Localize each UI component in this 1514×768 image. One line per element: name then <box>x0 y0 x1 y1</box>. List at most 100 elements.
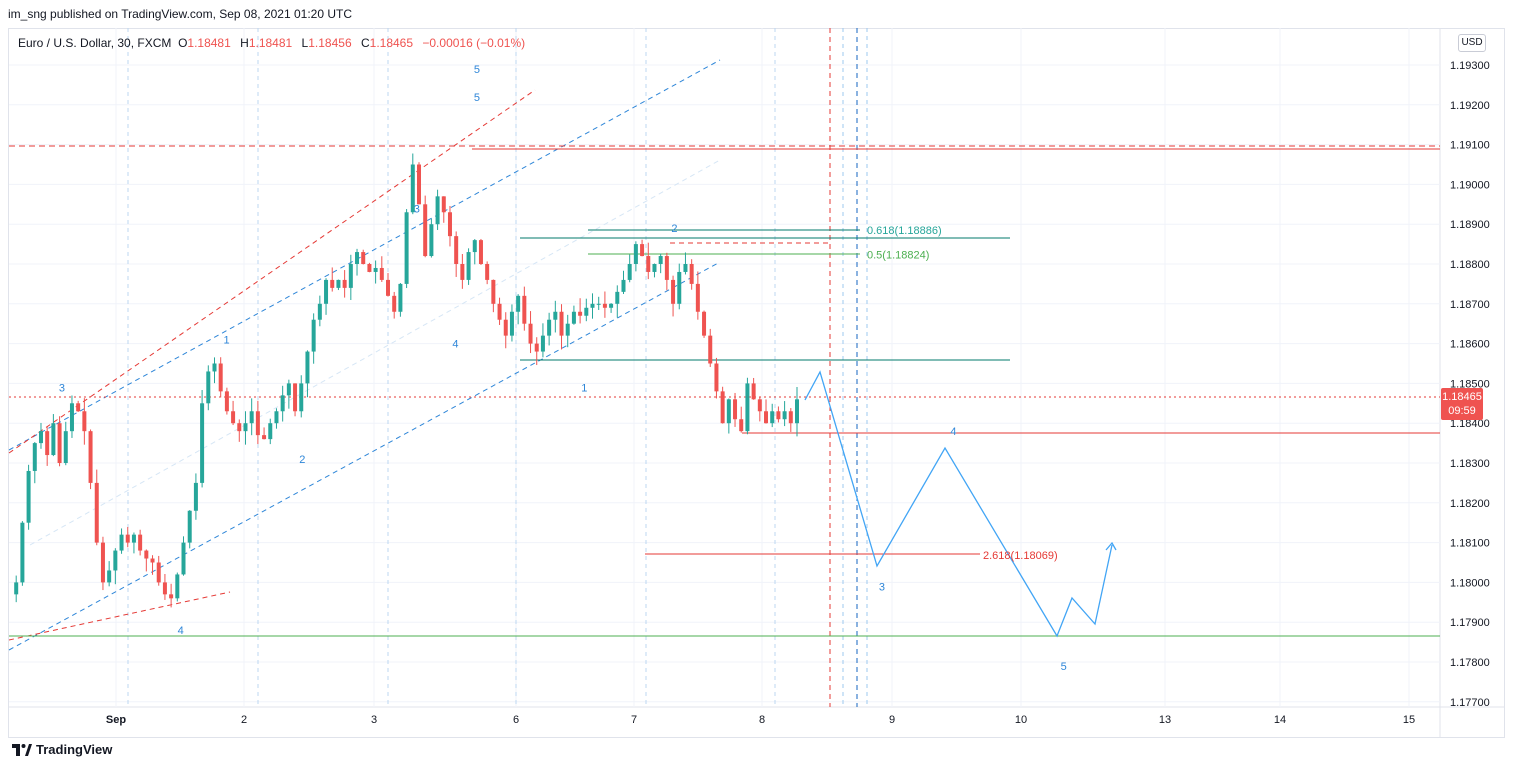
x-tick-label: 14 <box>1274 714 1286 726</box>
candle-body <box>441 196 446 213</box>
candle-body <box>658 256 663 264</box>
candle-body <box>640 244 645 257</box>
candle-body <box>107 570 112 583</box>
candle-body <box>268 423 273 440</box>
y-tick-label: 1.18700 <box>1450 299 1490 311</box>
candle-body <box>509 311 514 336</box>
candle-body <box>503 319 508 336</box>
candle-body <box>57 423 62 463</box>
candle-body <box>324 279 329 304</box>
candle-body <box>386 279 391 296</box>
candle-body <box>131 534 136 543</box>
candle-body <box>590 303 595 308</box>
candle-body <box>125 534 130 543</box>
candle-body <box>460 264 465 280</box>
candle-body <box>330 279 335 288</box>
y-tick-label: 1.18000 <box>1450 577 1490 589</box>
change-value: −0.00016 (−0.01%) <box>422 36 526 50</box>
wave-label: 1 <box>223 335 229 347</box>
candle-body <box>739 419 744 432</box>
fib-label: 0.618(1.18886) <box>867 225 942 237</box>
red-support-line <box>8 591 231 641</box>
tradingview-logo[interactable]: TradingView <box>12 742 112 757</box>
candle-body <box>361 252 366 264</box>
candle-body <box>348 264 353 288</box>
candle-body <box>497 303 502 320</box>
candle-body <box>206 371 211 404</box>
candle-body <box>720 391 725 424</box>
candle-body <box>181 542 186 575</box>
candle-body <box>249 411 254 424</box>
candle-body <box>782 411 787 420</box>
candle-body <box>262 435 267 440</box>
candle-body <box>144 550 149 559</box>
open-label: O <box>178 36 188 50</box>
wave-label: 2 <box>299 454 305 466</box>
x-tick-label: 13 <box>1159 714 1171 726</box>
x-tick-label: 2 <box>241 714 247 726</box>
candle-body <box>602 303 607 308</box>
candle-body <box>615 291 620 304</box>
x-tick-label: 7 <box>631 714 637 726</box>
candle-body <box>726 399 731 424</box>
candle-body <box>547 319 552 336</box>
wave-label: 4 <box>950 426 956 438</box>
tradingview-logo-icon <box>12 743 32 756</box>
candle-body <box>14 582 19 595</box>
wave-label: 4 <box>178 625 184 637</box>
wave-label: 5 <box>474 92 480 104</box>
candle-body <box>454 236 459 264</box>
low-value: 1.18456 <box>308 36 352 50</box>
candle-body <box>162 582 167 595</box>
candle-body <box>478 240 483 264</box>
candle-body <box>522 295 527 324</box>
y-tick-label: 1.17800 <box>1450 657 1490 669</box>
x-tick-label: 6 <box>513 714 519 726</box>
candle-body <box>485 264 490 280</box>
candle-body <box>398 283 403 312</box>
candle-body <box>435 196 440 225</box>
candle-body <box>565 323 570 336</box>
candle-body <box>373 267 378 272</box>
projection-arrow-head <box>1105 541 1117 551</box>
currency-button[interactable]: USD <box>1458 34 1486 52</box>
candle-body <box>702 311 707 336</box>
candle-body <box>764 411 769 424</box>
candle-body <box>553 311 558 320</box>
candle-body <box>311 319 316 352</box>
projected-wave-path <box>804 370 1113 638</box>
candle-body <box>596 303 601 305</box>
candle-body <box>429 224 434 257</box>
candle-body <box>286 383 291 396</box>
candle-body <box>299 383 304 412</box>
candle-body <box>776 411 781 420</box>
candle-body <box>447 212 452 237</box>
candle-body <box>218 363 223 392</box>
candle-body <box>677 271 682 304</box>
y-tick-label: 1.18500 <box>1450 378 1490 390</box>
fib-label: 0.5(1.18824) <box>867 249 929 261</box>
candle-body <box>150 558 155 563</box>
candle-body <box>45 431 50 456</box>
y-tick-label: 1.19300 <box>1450 60 1490 72</box>
candle-body <box>88 431 93 483</box>
candle-body <box>69 403 74 432</box>
candle-body <box>652 264 657 272</box>
candle-body <box>609 303 614 308</box>
last-price-tag: 1.18465 09:59 <box>1441 388 1483 420</box>
candle-body <box>237 423 242 432</box>
candle-body <box>621 279 626 292</box>
chart-frame <box>8 28 1505 738</box>
candle-body <box>559 311 564 336</box>
open-value: 1.18481 <box>187 36 231 50</box>
candle-body <box>516 295 521 312</box>
wave-label: 5 <box>1061 661 1067 673</box>
candle-body <box>627 264 632 280</box>
candle-body <box>584 307 589 316</box>
channel-mid <box>29 159 721 546</box>
candle-body <box>305 351 310 384</box>
symbol-name: Euro / U.S. Dollar, 30, FXCM <box>18 36 172 50</box>
candle-body <box>200 403 205 483</box>
candle-body <box>714 363 719 392</box>
